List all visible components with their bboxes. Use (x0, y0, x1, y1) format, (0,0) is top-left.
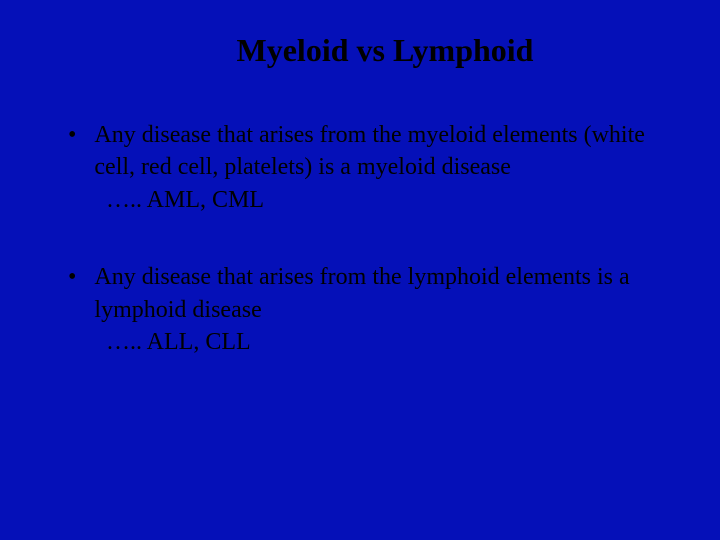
bullet-marker: • (68, 261, 76, 293)
bullet-text: Any disease that arises from the myeloid… (94, 119, 670, 184)
bullet-item-2: • Any disease that arises from the lymph… (60, 261, 670, 358)
bullet-row: • Any disease that arises from the myelo… (60, 119, 670, 184)
bullet-subtext: ….. ALL, CLL (106, 326, 670, 358)
bullet-subtext: ….. AML, CML (106, 184, 670, 216)
bullet-row: • Any disease that arises from the lymph… (60, 261, 670, 326)
bullet-text: Any disease that arises from the lymphoi… (94, 261, 670, 326)
slide-title: Myeloid vs Lymphoid (60, 32, 670, 69)
bullet-marker: • (68, 119, 76, 151)
slide: Myeloid vs Lymphoid • Any disease that a… (0, 0, 720, 540)
bullet-item-1: • Any disease that arises from the myelo… (60, 119, 670, 216)
